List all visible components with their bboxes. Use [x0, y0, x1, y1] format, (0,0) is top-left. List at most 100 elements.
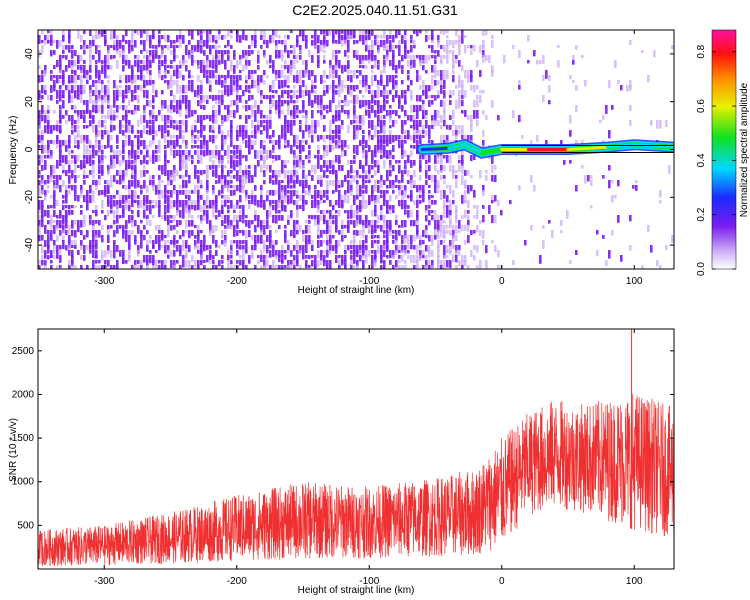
noise-cell: [452, 165, 455, 174]
noise-cell: [362, 65, 365, 69]
noise-cell: [284, 250, 287, 254]
noise-cell: [110, 135, 113, 141]
noise-cell: [317, 180, 320, 185]
noise-cell: [398, 185, 401, 190]
noise-cell: [296, 200, 299, 207]
noise-cell: [368, 60, 371, 64]
noise-cell: [290, 130, 293, 136]
noise-cell: [83, 235, 86, 240]
noise-cell: [377, 160, 380, 167]
noise-cell: [50, 260, 53, 264]
noise-cell: [59, 105, 62, 110]
noise-cell: [170, 250, 173, 257]
noise-cell: [392, 120, 395, 127]
noise-cell: [179, 250, 182, 257]
noise-cell: [158, 230, 161, 234]
noise-cell: [206, 185, 209, 193]
noise-cell: [206, 145, 209, 154]
noise-cell: [122, 170, 125, 177]
noise-cell: [464, 260, 467, 267]
noise-cell: [272, 180, 275, 185]
noise-cell: [239, 75, 242, 81]
noise-cell: [335, 85, 338, 89]
noise-cell: [113, 160, 116, 169]
noise-cell: [422, 240, 425, 245]
noise-cell: [473, 205, 476, 209]
noise-cell: [47, 105, 50, 111]
noise-cell: [38, 145, 41, 149]
noise-cell: [341, 140, 344, 148]
noise-cell: [266, 210, 269, 216]
noise-cell: [116, 40, 119, 46]
noise-cell: [206, 210, 209, 218]
noise-cell: [56, 265, 59, 269]
noise-cell: [68, 35, 71, 44]
noise-cell: [179, 190, 182, 195]
noise-cell: [377, 165, 380, 174]
noise-cell: [197, 195, 200, 203]
noise-cell: [254, 235, 257, 243]
noise-cell: [71, 210, 74, 215]
noise-cell: [53, 245, 56, 254]
noise-cell: [383, 265, 386, 269]
noise-cell: [38, 130, 41, 138]
noise-cell: [197, 45, 200, 53]
noise-cell: [323, 250, 326, 254]
noise-cell: [218, 35, 221, 40]
noise-cell: [341, 260, 344, 266]
noise-cell: [41, 110, 44, 115]
noise-cell: [410, 175, 413, 184]
noise-cell: [269, 135, 272, 140]
noise-cell: [122, 105, 125, 111]
noise-cell: [461, 165, 464, 174]
noise-cell: [434, 80, 437, 86]
noise-cell: [158, 140, 161, 149]
noise-cell: [215, 80, 218, 85]
noise-cell: [83, 75, 86, 79]
noise-cell: [86, 245, 89, 250]
noise-cell: [77, 85, 80, 92]
noise-cell: [329, 100, 332, 106]
noise-cell: [116, 210, 119, 217]
noise-cell: [107, 210, 110, 217]
noise-cell: [362, 95, 365, 99]
noise-cell: [65, 120, 68, 125]
noise-cell: [260, 120, 263, 128]
noise-cell: [170, 60, 173, 65]
noise-cell: [233, 150, 236, 159]
noise-cell: [140, 65, 143, 73]
noise-cell: [335, 55, 338, 63]
noise-cell: [101, 120, 104, 128]
noise-cell: [377, 80, 380, 85]
noise-cell: [239, 260, 242, 266]
noise-cell: [200, 60, 203, 66]
noise-cell: [383, 140, 386, 145]
noise-cell: [200, 140, 203, 148]
noise-cell: [350, 240, 353, 245]
noise-cell: [281, 265, 284, 269]
noise-cell: [362, 30, 365, 39]
noise-cell: [83, 145, 86, 151]
noise-cell: [152, 85, 155, 94]
noise-cell: [44, 225, 47, 234]
noise-cell: [131, 165, 134, 171]
noise-cell: [59, 145, 62, 153]
noise-cell: [314, 155, 317, 159]
noise-cell: [281, 190, 284, 199]
noise-cell: [242, 185, 245, 194]
noise-cell: [314, 170, 317, 175]
noise-cell: [401, 150, 404, 159]
noise-cell: [371, 260, 374, 269]
noise-cell: [221, 155, 224, 164]
noise-cell: [71, 255, 74, 264]
noise-cell: [107, 90, 110, 99]
noise-cell: [452, 190, 455, 198]
noise-cell: [458, 165, 461, 172]
noise-cell: [518, 115, 521, 123]
noise-cell: [101, 130, 104, 137]
noise-cell: [329, 70, 332, 78]
noise-cell: [269, 95, 272, 102]
noise-cell: [335, 255, 338, 264]
noise-cell: [143, 145, 146, 150]
noise-cell: [326, 190, 329, 195]
